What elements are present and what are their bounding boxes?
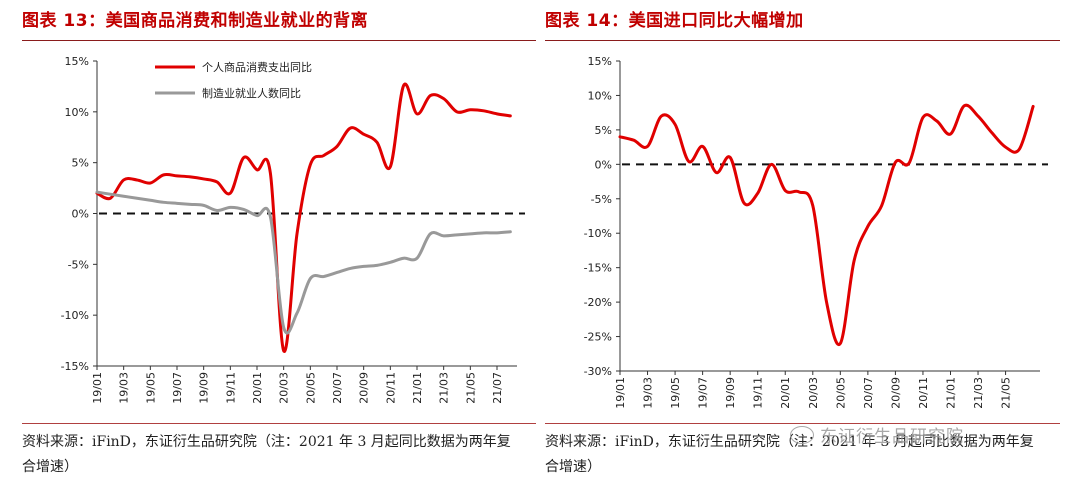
x-tick-label: 20/09: [889, 377, 902, 409]
chart-panel-left: 图表 13：美国商品消费和制造业就业的背离 15% 10% 5% 0% -5% -10% -…: [22, 0, 536, 485]
x-tick-label: 19/03: [642, 377, 655, 409]
x-tick-label: 19/11: [752, 377, 765, 409]
x-tick-label: 20/07: [331, 372, 344, 404]
y-tick-label: 15%: [65, 55, 89, 68]
chart-panel-right: 图表 14：美国进口同比大幅增加 15% 10% 5% 0% -5% -10% -15% -2…: [545, 0, 1060, 485]
source-divider: [22, 423, 536, 424]
line-chart-us-imports: 15% 10% 5% 0% -5% -10% -15% -20% -25% -30%19/01 19…: [584, 55, 1048, 409]
x-tick-label: 20/07: [862, 377, 875, 409]
x-tick-label: 20/09: [358, 372, 371, 404]
y-tick-label: 0%: [72, 208, 89, 221]
series-line-red: [95, 82, 512, 353]
series-line-red: [618, 103, 1035, 347]
x-tick-label: 20/01: [779, 377, 792, 409]
x-tick-label: 19/09: [724, 377, 737, 409]
x-tick-label: 21/03: [972, 377, 985, 409]
x-tick-label: 19/05: [144, 372, 157, 404]
title-divider: [545, 40, 1060, 41]
x-tick-label: 21/01: [411, 372, 424, 404]
x-tick-label: 21/01: [944, 377, 957, 409]
y-tick-label: -20%: [584, 296, 612, 309]
y-tick-label: 0%: [595, 158, 612, 171]
title-divider: [22, 40, 536, 41]
y-tick-label: -10%: [584, 227, 612, 240]
x-tick-label: 19/07: [171, 372, 184, 404]
source-note: 资料来源：iFinD，东证衍生品研究院（注：2021 年 3 月起同比数据为两年…: [545, 434, 1034, 475]
series-line-gray: [95, 190, 512, 335]
wechat-icon: [790, 426, 814, 444]
y-tick-label: -5%: [68, 258, 89, 271]
legend-label: 个人商品消费支出同比: [202, 60, 312, 74]
x-tick-label: 20/05: [304, 372, 317, 404]
chart-title: 图表 13：美国商品消费和制造业就业的背离: [22, 11, 369, 31]
x-tick-label: 19/11: [224, 372, 237, 404]
x-tick-label: 20/03: [278, 372, 291, 404]
source-divider: [545, 423, 1060, 424]
y-tick-label: -15%: [584, 262, 612, 275]
x-tick-label: 19/03: [118, 372, 131, 404]
watermark-text: 东证衍生品研究院: [820, 427, 964, 447]
x-tick-label: 19/01: [614, 377, 627, 409]
watermark: 东证衍生品研究院: [790, 422, 964, 447]
x-tick-label: 21/05: [1000, 377, 1013, 409]
x-tick-label: 19/05: [669, 377, 682, 409]
x-tick-label: 20/03: [807, 377, 820, 409]
x-tick-label: 19/07: [697, 377, 710, 409]
x-tick-label: 20/01: [251, 372, 264, 404]
y-tick-label: -30%: [584, 365, 612, 378]
x-tick-label: 20/11: [917, 377, 930, 409]
x-tick-label: 19/01: [91, 372, 104, 404]
y-tick-label: 5%: [595, 124, 612, 137]
x-tick-label: 20/05: [834, 377, 847, 409]
y-tick-label: -10%: [61, 309, 89, 322]
y-tick-label: 15%: [588, 55, 612, 68]
x-tick-label: 20/11: [384, 372, 397, 404]
chart-title: 图表 14：美国进口同比大幅增加: [545, 11, 804, 31]
y-tick-label: -15%: [61, 360, 89, 373]
y-tick-label: 5%: [72, 157, 89, 170]
source-note: 资料来源：iFinD，东证衍生品研究院（注：2021 年 3 月起同比数据为两年…: [22, 434, 511, 475]
legend-label: 制造业就业人数同比: [202, 86, 301, 100]
y-tick-label: 10%: [65, 106, 89, 119]
y-tick-label: -25%: [584, 331, 612, 344]
x-tick-label: 21/07: [491, 372, 504, 404]
y-tick-label: 10%: [588, 89, 612, 102]
x-tick-label: 21/03: [438, 372, 451, 404]
x-tick-label: 21/05: [464, 372, 477, 404]
line-chart-consumption-vs-employment: 15% 10% 5% 0% -5% -10% -15%19/01 19/03 19/05 19/0…: [61, 55, 525, 404]
y-tick-label: -5%: [591, 193, 612, 206]
x-tick-label: 19/09: [198, 372, 211, 404]
